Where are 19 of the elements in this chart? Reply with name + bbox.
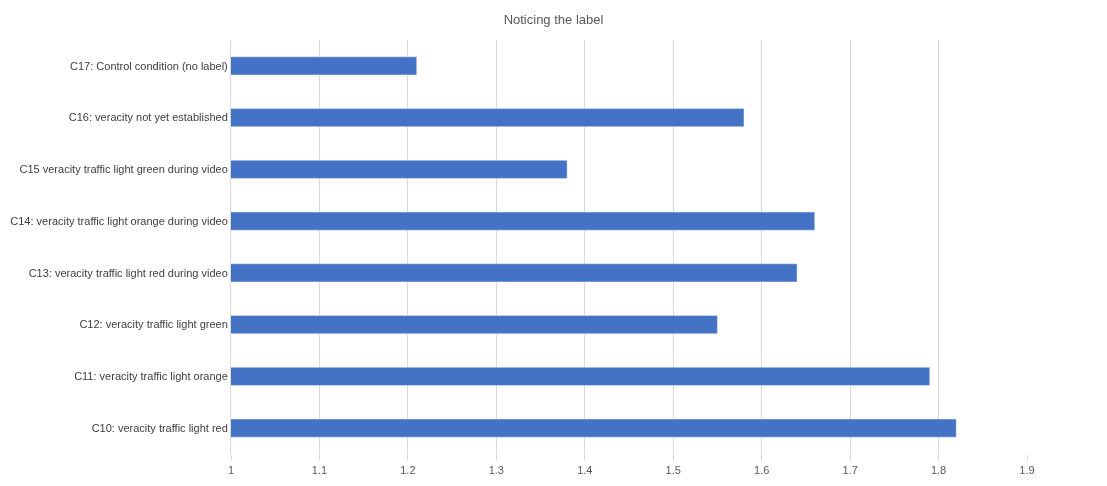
x-tick-label: 1.1 — [311, 464, 328, 477]
x-tick-label: 1.2 — [400, 464, 416, 477]
x-tick-label: 1.7 — [842, 464, 858, 477]
y-tick-label: C15 veracity traffic light green during video — [19, 163, 228, 176]
x-tick-label: 1 — [227, 464, 235, 477]
x-tick-label: 1.3 — [488, 464, 504, 477]
chart-title: Noticing the label — [503, 11, 604, 27]
y-tick-label: C11: veracity traffic light orange — [74, 370, 228, 383]
x-tick-label: 1.8 — [930, 464, 947, 477]
x-tick-label: 1.4 — [577, 464, 593, 477]
y-tick-label: C13: veracity traffic light red during video — [28, 266, 228, 279]
y-tick-label: C10: veracity traffic light red — [91, 421, 228, 434]
x-tick-label: 1.6 — [754, 464, 770, 477]
y-tick-label: C14: veracity traffic light orange during video — [10, 214, 228, 227]
x-tick-label: 1.9 — [1019, 464, 1035, 477]
y-tick-label: C12: veracity traffic light green — [79, 318, 228, 331]
y-tick-label: C17: Control condition (no label) — [70, 59, 228, 72]
y-tick-label: C16: veracity not yet established — [68, 111, 228, 124]
x-tick-label: 1.5 — [665, 464, 681, 477]
